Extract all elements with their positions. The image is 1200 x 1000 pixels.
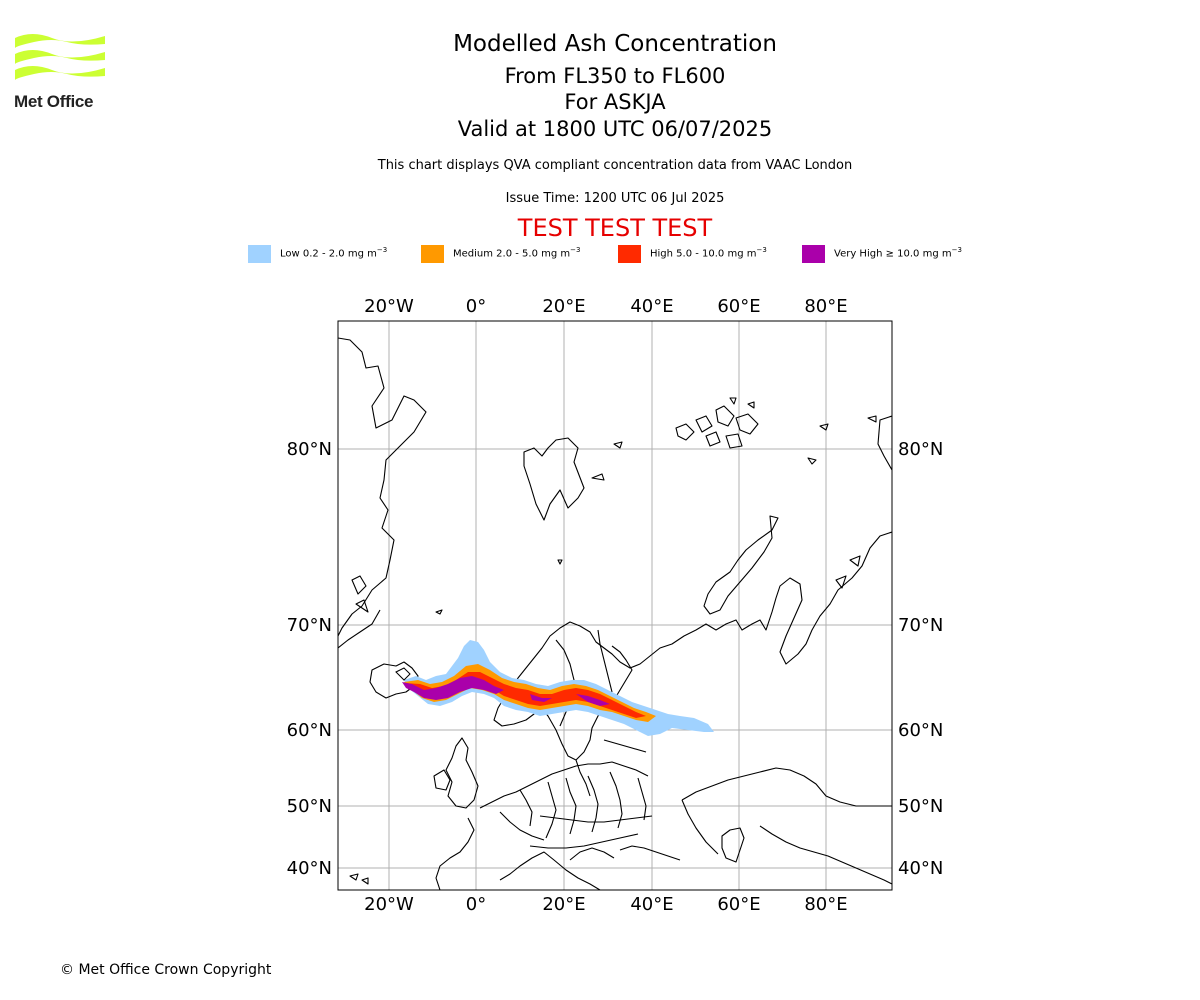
legend-label-very-high: Very High ≥ 10.0 mg m xyxy=(834,248,952,260)
ash-area-very-high-mid xyxy=(530,694,552,702)
met-office-logo-icon xyxy=(15,34,105,80)
map-frame xyxy=(337,320,893,891)
legend-label-medium: Medium 2.0 - 5.0 mg m xyxy=(453,248,571,260)
legend-label-high: High 5.0 - 10.0 mg m xyxy=(650,248,757,260)
flight-levels: From FL350 to FL600 xyxy=(504,64,726,88)
lat-label-right: 40°N xyxy=(898,858,943,879)
lat-label-right: 50°N xyxy=(898,796,943,817)
map-tick-labels: 20°W 20°W 0° 0° 20°E 20°E 40°E 40°E 60°E 60°E 80°E… xyxy=(287,296,944,915)
lon-label-top: 80°E xyxy=(804,296,847,317)
lat-label-left: 80°N xyxy=(287,439,332,460)
map-gridlines xyxy=(338,321,892,890)
issue-time: Issue Time: 1200 UTC 06 Jul 2025 xyxy=(505,191,725,206)
ash-area-very-high-east xyxy=(576,694,610,706)
ash-area-very-high xyxy=(402,676,504,700)
lon-label-bottom: 20°E xyxy=(542,894,585,915)
lon-label-top: 40°E xyxy=(630,296,673,317)
lat-label-left: 60°N xyxy=(287,720,332,741)
coastlines xyxy=(338,337,892,890)
legend-swatch-high xyxy=(618,245,641,263)
valid-time: Valid at 1800 UTC 06/07/2025 xyxy=(457,117,773,141)
iceland-detail xyxy=(395,667,411,681)
lat-label-left: 70°N xyxy=(287,615,332,636)
lat-label-right: 70°N xyxy=(898,615,943,636)
lon-label-top: 20°E xyxy=(542,296,585,317)
test-banner: TEST TEST TEST xyxy=(517,214,713,242)
chart-title: Modelled Ash Concentration xyxy=(453,31,777,57)
data-note: This chart displays QVA compliant concen… xyxy=(377,158,853,173)
lat-label-left: 50°N xyxy=(287,796,332,817)
lat-label-left: 40°N xyxy=(287,858,332,879)
legend-label-low: Low 0.2 - 2.0 mg m xyxy=(280,248,377,260)
lon-label-bottom: 60°E xyxy=(717,894,760,915)
lon-label-bottom: 20°W xyxy=(364,894,414,915)
org-name: Met Office xyxy=(14,92,94,111)
legend-swatch-low xyxy=(248,245,271,263)
lon-label-top: 60°E xyxy=(717,296,760,317)
lon-label-top: 0° xyxy=(466,296,486,317)
lon-label-bottom: 0° xyxy=(466,894,486,915)
lon-label-bottom: 80°E xyxy=(804,894,847,915)
lat-label-right: 80°N xyxy=(898,439,943,460)
lat-label-right: 60°N xyxy=(898,720,943,741)
legend-swatch-very-high xyxy=(802,245,825,263)
legend-swatch-medium xyxy=(421,245,444,263)
volcano-name: For ASKJA xyxy=(564,90,666,114)
lon-label-top: 20°W xyxy=(364,296,414,317)
ash-plume xyxy=(402,640,714,736)
lon-label-bottom: 40°E xyxy=(630,894,673,915)
copyright: © Met Office Crown Copyright xyxy=(60,962,272,978)
